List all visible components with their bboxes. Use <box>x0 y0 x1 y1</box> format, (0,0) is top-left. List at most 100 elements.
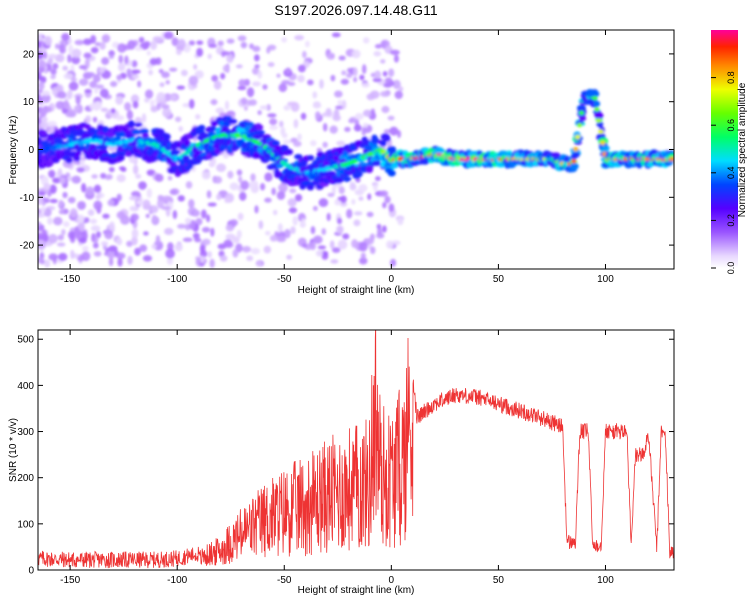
heatmap-cell <box>149 40 158 51</box>
heatmap-cell <box>118 54 124 64</box>
heatmap-cell <box>40 206 46 213</box>
heatmap-cell <box>38 96 44 105</box>
heatmap-cell <box>62 191 68 199</box>
heatmap-cell <box>75 150 82 157</box>
heatmap-cell <box>170 149 181 155</box>
heatmap-x-label: Height of straight line (km) <box>298 285 415 296</box>
snr-y-tick-label: 200 <box>17 473 34 484</box>
colorbar-tick-label: 0.0 <box>726 262 736 275</box>
heatmap-cell <box>213 176 223 184</box>
heatmap-cell <box>351 198 356 205</box>
heatmap-cell <box>571 158 577 164</box>
heatmap-cell <box>108 166 115 173</box>
heatmap-cell <box>71 56 81 65</box>
heatmap-cell <box>195 114 201 120</box>
heatmap-cell <box>207 251 212 258</box>
heatmap-cell <box>100 107 109 112</box>
heatmap-cell <box>360 252 366 259</box>
heatmap-cell <box>358 257 368 265</box>
heatmap-cell <box>67 196 76 204</box>
heatmap-cell <box>348 118 355 124</box>
heatmap-cell <box>371 160 381 166</box>
heatmap-cell <box>374 44 383 49</box>
heatmap-cell <box>156 198 165 209</box>
heatmap-cell <box>57 168 63 176</box>
heatmap-cell <box>73 105 80 112</box>
heatmap-cell <box>227 170 234 179</box>
heatmap-cell <box>341 99 347 110</box>
heatmap-cell <box>58 209 65 215</box>
heatmap-cell <box>256 261 262 267</box>
heatmap-cell <box>194 70 204 79</box>
heatmap-cell <box>596 118 602 123</box>
heatmap-cell <box>257 110 262 116</box>
heatmap-cell <box>334 90 343 98</box>
heatmap-cell <box>157 194 164 201</box>
heatmap-cell <box>188 40 196 46</box>
snr-x-tick-label: 100 <box>597 575 614 586</box>
heatmap-cell <box>89 218 98 224</box>
heatmap-cell <box>276 190 286 200</box>
heatmap-cell <box>382 225 387 233</box>
heatmap-cell <box>319 79 324 89</box>
heatmap-cell <box>237 35 247 42</box>
heatmap-cell <box>158 69 164 74</box>
heatmap-cell <box>383 136 391 142</box>
heatmap-cell <box>143 231 149 236</box>
heatmap-cell <box>38 213 46 218</box>
heatmap-y-tick-label: 10 <box>23 97 35 108</box>
heatmap-cell <box>598 129 604 134</box>
heatmap-cell <box>349 183 357 191</box>
heatmap-cell <box>210 227 215 237</box>
heatmap-cell <box>108 50 115 57</box>
heatmap-cell <box>177 223 186 229</box>
heatmap-cell <box>293 140 302 147</box>
snr-x-tick-label: 50 <box>493 575 505 586</box>
heatmap-cell <box>152 36 163 42</box>
heatmap-cell <box>166 257 174 265</box>
heatmap-cell <box>262 84 268 90</box>
heatmap-cell <box>117 62 126 72</box>
heatmap-cell <box>73 154 81 162</box>
heatmap-cell <box>127 255 133 265</box>
heatmap-cell <box>127 120 136 128</box>
heatmap-cell <box>383 82 393 88</box>
heatmap-cell <box>38 81 45 91</box>
heatmap-cell <box>326 53 335 60</box>
heatmap-y-tick-label: 20 <box>23 49 35 60</box>
heatmap-cell <box>287 198 297 207</box>
heatmap-x-tick-label: 50 <box>493 274 505 285</box>
heatmap-cell <box>94 236 99 243</box>
heatmap-cell <box>116 74 123 81</box>
heatmap-cell <box>132 164 139 175</box>
heatmap-cell <box>134 247 141 256</box>
heatmap-cell <box>252 67 260 75</box>
heatmap-cell <box>42 233 49 243</box>
heatmap-cell <box>253 54 260 62</box>
heatmap-cell <box>41 93 51 103</box>
heatmap-cell <box>162 133 171 141</box>
heatmap-cell <box>131 60 138 68</box>
heatmap-cell <box>370 137 380 145</box>
heatmap-cell <box>174 243 183 252</box>
heatmap-cell <box>172 209 178 220</box>
heatmap-cell <box>107 199 115 207</box>
heatmap-cell <box>109 81 118 87</box>
heatmap-cell <box>207 53 212 60</box>
colorbar-tick-label: 0.6 <box>726 119 736 132</box>
heatmap-cell <box>312 205 318 212</box>
heatmap-cell <box>294 194 303 202</box>
heatmap-cell <box>277 223 283 233</box>
heatmap-cell <box>115 95 124 105</box>
heatmap-cell <box>110 108 116 114</box>
heatmap-cell <box>367 193 372 201</box>
heatmap-cell <box>201 171 211 180</box>
heatmap-cell <box>131 228 139 239</box>
heatmap-cell <box>89 103 96 111</box>
heatmap-cell <box>126 240 133 247</box>
heatmap-cell <box>198 124 206 131</box>
heatmap-cell <box>129 195 139 201</box>
heatmap-cell <box>141 113 147 123</box>
heatmap-x-tick-label: -50 <box>277 274 292 285</box>
heatmap-cell <box>224 198 230 204</box>
